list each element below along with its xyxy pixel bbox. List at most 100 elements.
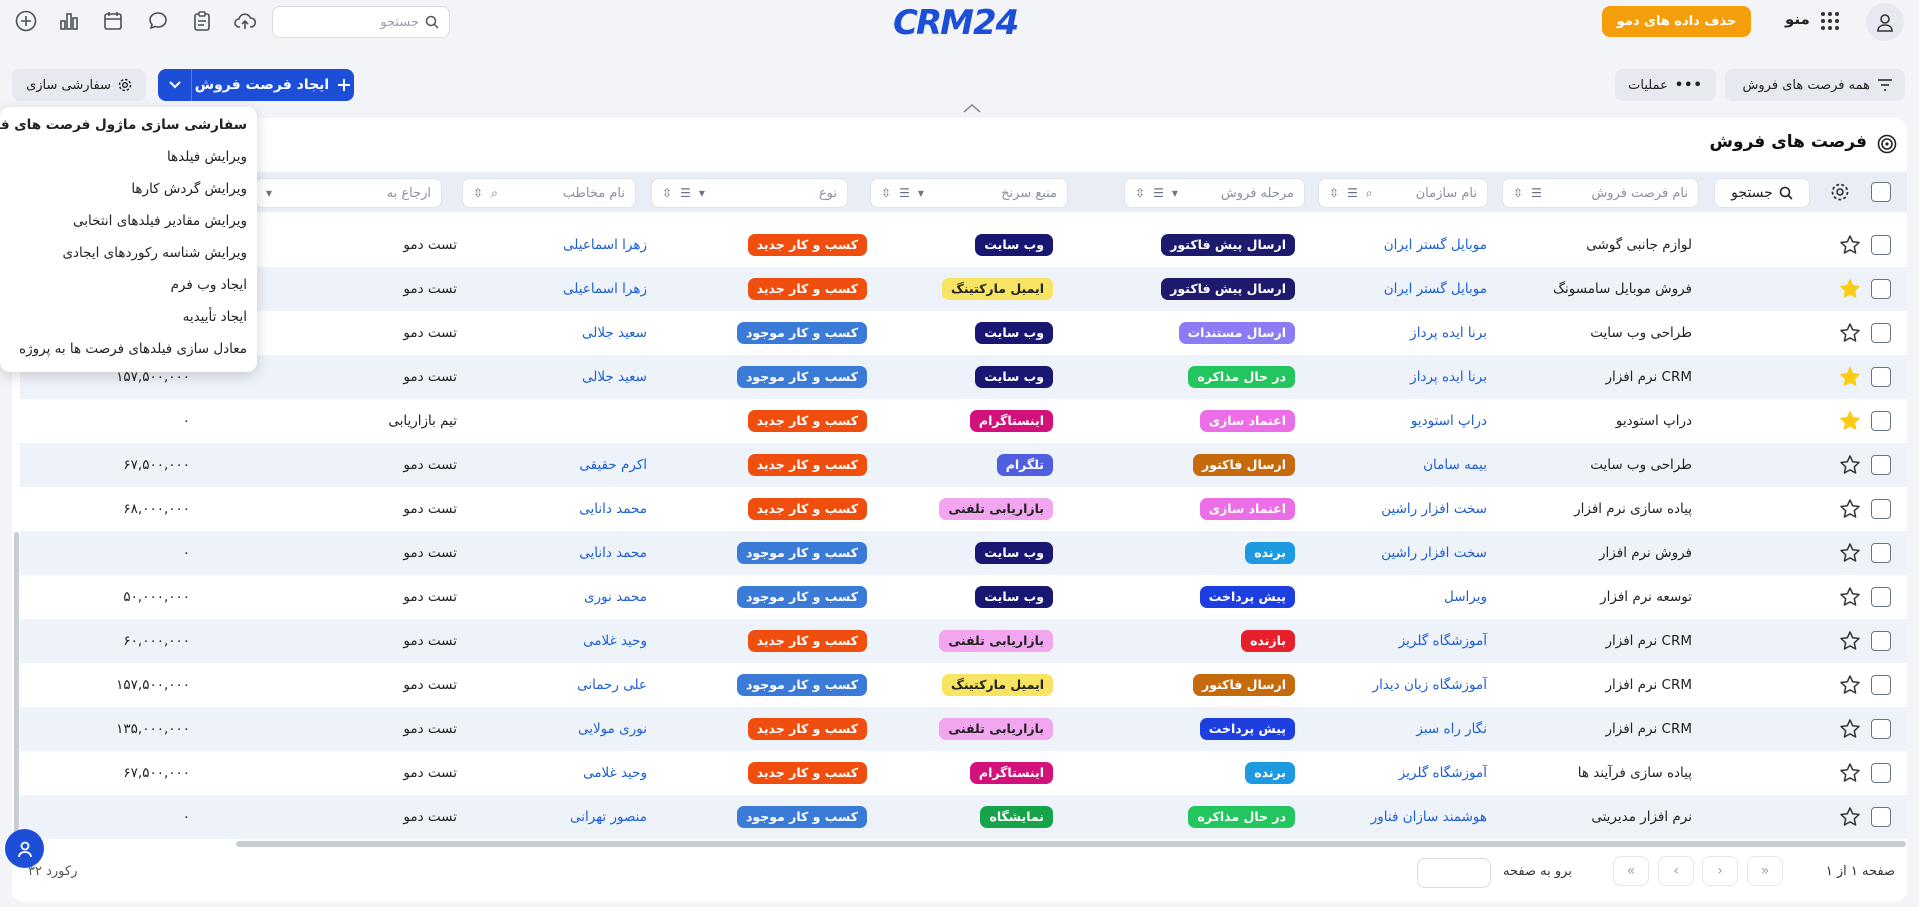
- cell-organization[interactable]: آموزشگاه زبان دیدار: [1372, 677, 1487, 693]
- cell-contact[interactable]: نوری مولایی: [577, 721, 647, 737]
- cell-opportunity-name[interactable]: فروش نرم افزار: [1599, 545, 1692, 561]
- cell-contact[interactable]: منصور تهرانی: [570, 809, 647, 825]
- delete-demo-data-button[interactable]: حذف داده های دمو: [1602, 6, 1751, 37]
- cell-opportunity-name[interactable]: لوازم جانبی گوشی: [1586, 237, 1692, 253]
- customize-button[interactable]: سفارشی سازی: [12, 69, 146, 101]
- cell-organization[interactable]: آموزشگاه گلریز: [1398, 765, 1487, 781]
- table-row[interactable]: پیاده سازی نرم افزار سخت افزار راشین اعتما…: [20, 487, 1907, 531]
- star-outline-icon[interactable]: [1839, 542, 1861, 564]
- goto-page-input[interactable]: [1417, 858, 1491, 888]
- star-filled-icon[interactable]: [1839, 278, 1861, 300]
- cell-organization[interactable]: برنا ایده پرداز: [1410, 369, 1487, 385]
- menu-label[interactable]: منو: [1785, 10, 1810, 28]
- table-row[interactable]: نرم افزار مدیریتی هوشمند سازان فناور در حا…: [20, 795, 1907, 839]
- cell-organization[interactable]: ویراسل: [1443, 589, 1487, 605]
- cell-opportunity-name[interactable]: نرم افزار CRM: [1605, 369, 1692, 385]
- reports-icon[interactable]: [56, 8, 82, 34]
- cell-opportunity-name[interactable]: نرم افزار CRM: [1605, 677, 1692, 693]
- cell-contact[interactable]: زهرا اسماعیلی: [563, 237, 647, 253]
- filter-organization[interactable]: ⇳ ☰ ⌕ نام سازمان: [1318, 178, 1488, 208]
- table-row[interactable]: نرم افزار CRM آموزشگاه گلریز بازنده بازاریا…: [20, 619, 1907, 663]
- cell-opportunity-name[interactable]: طراحی وب سایت: [1590, 457, 1692, 473]
- cell-opportunity-name[interactable]: توسعه نرم افزار: [1600, 589, 1692, 605]
- row-checkbox[interactable]: [1871, 719, 1891, 739]
- row-checkbox[interactable]: [1871, 367, 1891, 387]
- star-outline-icon[interactable]: [1839, 674, 1861, 696]
- star-outline-icon[interactable]: [1839, 586, 1861, 608]
- prev-page-button[interactable]: ›: [1702, 856, 1738, 886]
- calendar-icon[interactable]: [100, 8, 126, 34]
- cell-opportunity-name[interactable]: فروش موبایل سامسونگ: [1552, 281, 1692, 297]
- table-settings-gear-icon[interactable]: [1830, 182, 1850, 206]
- row-checkbox[interactable]: [1871, 411, 1891, 431]
- next-page-button[interactable]: ‹: [1658, 856, 1694, 886]
- cell-organization[interactable]: موبایل گستر ایران: [1383, 281, 1487, 297]
- select-all-checkbox[interactable]: [1871, 182, 1891, 202]
- cell-contact[interactable]: محمد نوری: [584, 589, 647, 605]
- menu-create-approval[interactable]: ایجاد تأییدیه: [182, 309, 247, 325]
- support-chat-button[interactable]: [5, 829, 44, 868]
- row-checkbox[interactable]: [1871, 323, 1891, 343]
- cell-opportunity-name[interactable]: طراحی وب سایت: [1590, 325, 1692, 341]
- menu-create-webform[interactable]: ایجاد وب فرم: [170, 277, 247, 293]
- first-page-button[interactable]: »: [1747, 856, 1783, 886]
- cell-organization[interactable]: برنا ایده پرداز: [1410, 325, 1487, 341]
- row-checkbox[interactable]: [1871, 807, 1891, 827]
- star-outline-icon[interactable]: [1839, 806, 1861, 828]
- row-checkbox[interactable]: [1871, 763, 1891, 783]
- search-input[interactable]: جستجو: [272, 6, 450, 38]
- apps-grid-icon[interactable]: [1820, 11, 1840, 31]
- table-row[interactable]: طراحی وب سایت بیمه سامان ارسال فاکتور تلگرا…: [20, 443, 1907, 487]
- actions-button[interactable]: عملیات •••: [1615, 69, 1716, 101]
- cell-opportunity-name[interactable]: دراپ استودیو: [1615, 413, 1692, 429]
- cell-organization[interactable]: نگار راه سبز: [1416, 721, 1487, 737]
- table-search-button[interactable]: جستجو: [1714, 178, 1810, 208]
- cell-contact[interactable]: وحید غلامی: [583, 633, 647, 649]
- table-row[interactable]: فروش موبایل سامسونگ موبایل گستر ایران ارسا…: [20, 267, 1907, 311]
- filter-contact[interactable]: ⇳ ⌕ نام مخاطب: [462, 178, 636, 208]
- create-opportunity-button[interactable]: ایجاد فرصت فروش: [158, 69, 354, 101]
- star-outline-icon[interactable]: [1839, 630, 1861, 652]
- cell-contact[interactable]: علی رحمانی: [577, 677, 647, 693]
- menu-edit-picklist-values[interactable]: ویرایش مقادیر فیلدهای انتخابی: [72, 213, 247, 229]
- clipboard-icon[interactable]: [189, 8, 215, 34]
- table-row[interactable]: توسعه نرم افزار ویراسل پیش پرداخت وب سایت کس…: [20, 575, 1907, 619]
- star-outline-icon[interactable]: [1839, 498, 1861, 520]
- menu-edit-record-ids[interactable]: ویرایش شناسه رکوردهای ایجادی: [62, 245, 247, 261]
- filter-assigned[interactable]: ▾ ارجاع به: [255, 178, 442, 208]
- row-checkbox[interactable]: [1871, 587, 1891, 607]
- cell-contact[interactable]: [447, 399, 647, 443]
- row-checkbox[interactable]: [1871, 455, 1891, 475]
- table-row[interactable]: نرم افزار CRM برنا ایده پرداز در حال مذاکر…: [20, 355, 1907, 399]
- filter-opportunity-name[interactable]: ⇳ ☰ نام فرصت فروش: [1502, 178, 1699, 208]
- filter-type[interactable]: ⇳ ☰ ▾ نوع: [651, 178, 848, 208]
- table-row[interactable]: نرم افزار CRM آموزشگاه زبان دیدار ارسال فا…: [20, 663, 1907, 707]
- cell-contact[interactable]: اکرم حقیقی: [579, 457, 647, 473]
- cell-opportunity-name[interactable]: پیاده سازی فرآیند ها: [1577, 765, 1692, 781]
- table-row[interactable]: پیاده سازی فرآیند ها آموزشگاه گلریز برنده ا…: [20, 751, 1907, 795]
- row-checkbox[interactable]: [1871, 675, 1891, 695]
- menu-edit-workflows[interactable]: ویرایش گردش کارها: [131, 181, 247, 197]
- last-page-button[interactable]: «: [1613, 856, 1649, 886]
- cell-contact[interactable]: سعید جلالی: [581, 369, 647, 385]
- table-row[interactable]: لوازم جانبی گوشی موبایل گستر ایران ارسال پ…: [20, 223, 1907, 267]
- row-checkbox[interactable]: [1871, 631, 1891, 651]
- horizontal-scrollbar[interactable]: [236, 841, 1906, 847]
- cell-organization[interactable]: موبایل گستر ایران: [1383, 237, 1487, 253]
- create-dropdown-toggle[interactable]: [158, 69, 192, 101]
- cell-opportunity-name[interactable]: نرم افزار مدیریتی: [1591, 809, 1692, 825]
- chat-icon[interactable]: [145, 8, 171, 34]
- cell-organization[interactable]: بیمه سامان: [1423, 457, 1487, 473]
- add-icon[interactable]: [13, 8, 39, 34]
- cell-organization[interactable]: دراپ استودیو: [1410, 413, 1487, 429]
- cell-organization[interactable]: سخت افزار راشین: [1381, 545, 1487, 561]
- star-outline-icon[interactable]: [1839, 718, 1861, 740]
- star-outline-icon[interactable]: [1839, 454, 1861, 476]
- row-checkbox[interactable]: [1871, 235, 1891, 255]
- user-avatar[interactable]: [1866, 3, 1904, 41]
- table-row[interactable]: فروش نرم افزار سخت افزار راشین برنده وب سای…: [20, 531, 1907, 575]
- star-filled-icon[interactable]: [1839, 410, 1861, 432]
- cell-opportunity-name[interactable]: نرم افزار CRM: [1605, 721, 1692, 737]
- cloud-upload-icon[interactable]: [232, 8, 258, 34]
- star-outline-icon[interactable]: [1839, 322, 1861, 344]
